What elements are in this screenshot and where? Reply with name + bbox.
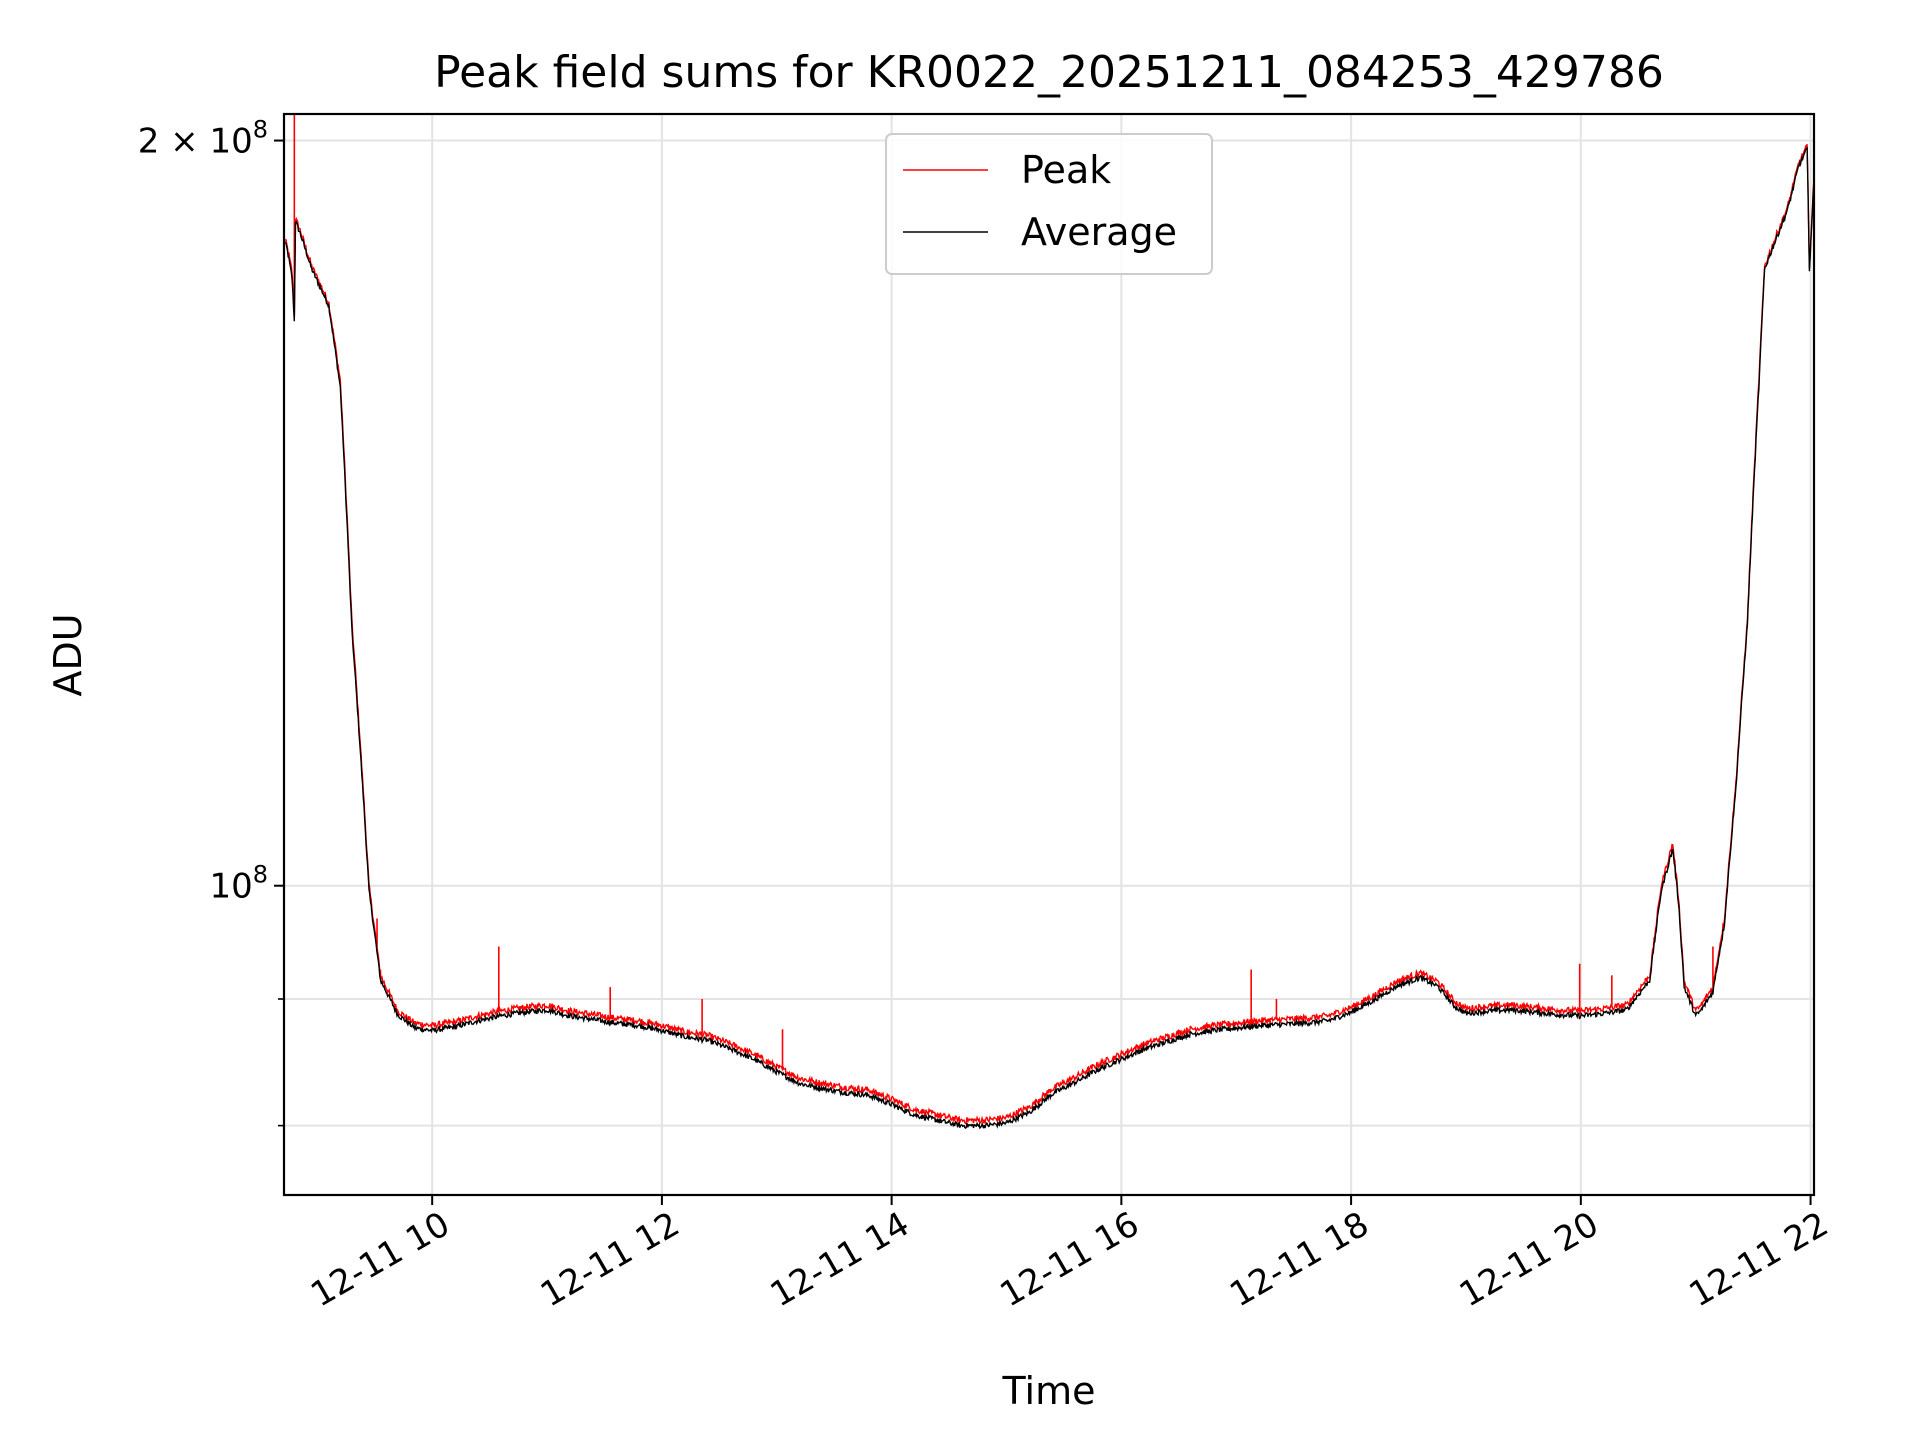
x-tick-label: 12-11 10 [304, 1204, 456, 1315]
chart-title: Peak field sums for KR0022_20251211_0842… [434, 47, 1664, 98]
legend-peak-label: Peak [1021, 148, 1111, 192]
x-tick-label: 12-11 22 [1683, 1204, 1835, 1315]
plot-frame [282, 112, 1816, 1197]
y-axis-label: ADU [46, 613, 90, 696]
x-tick-label: 12-11 12 [534, 1204, 686, 1315]
x-axis-label: Time [1002, 1369, 1096, 1413]
legend-average-label: Average [1021, 210, 1177, 254]
x-tick-label: 12-11 18 [1223, 1204, 1375, 1315]
x-axis: 12-11 10 12-11 12 12-11 14 12-11 16 12-11 18… [304, 1195, 1835, 1315]
grid [284, 114, 1814, 1195]
y-axis: 108 2 × 108 [138, 116, 284, 1127]
x-tick-label: 12-11 20 [1453, 1204, 1605, 1315]
legend: Peak Average [885, 133, 1213, 275]
x-tick-label: 12-11 14 [764, 1204, 916, 1315]
series-line-peak [283, 143, 1815, 1125]
y-tick-label: 108 [209, 861, 268, 907]
legend-box [885, 133, 1213, 275]
y-tick-label: 2 × 108 [138, 116, 268, 162]
series-line-average [283, 146, 1815, 1130]
series-group [283, 114, 1815, 1130]
x-tick-label: 12-11 16 [993, 1204, 1145, 1315]
